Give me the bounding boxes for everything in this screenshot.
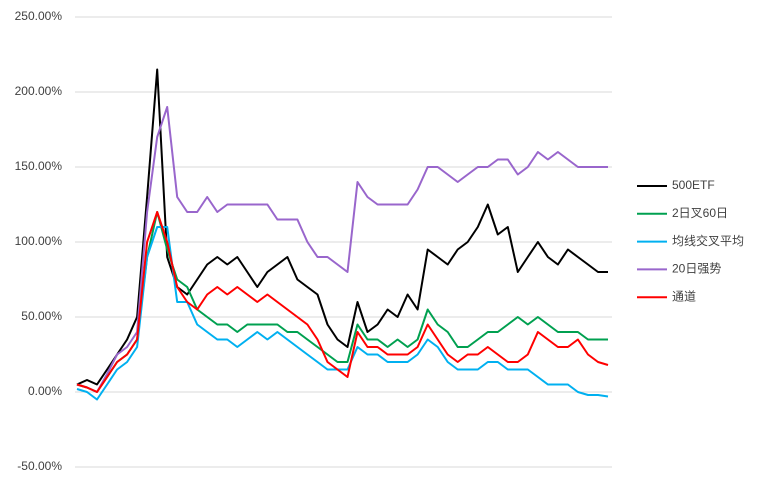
y-tick-label: 50.00% (21, 309, 62, 323)
series-line (76, 211, 609, 393)
series-line (76, 106, 608, 393)
legend-label: 20日强势 (672, 262, 721, 276)
y-tick-label: 0.00% (28, 384, 62, 398)
y-tick-label: 200.00% (15, 84, 63, 98)
y-tick-label: 150.00% (15, 159, 63, 173)
y-tick-label: 100.00% (15, 234, 63, 248)
legend-label: 2日叉60日 (672, 206, 728, 220)
series-line (76, 68, 608, 386)
series-line (76, 226, 609, 401)
legend-label: 均线交叉平均 (672, 233, 744, 248)
y-tick-label: -50.00% (17, 459, 62, 473)
legend-label: 500ETF (672, 178, 715, 192)
series-line (76, 211, 608, 393)
legend-label: 通道 (672, 289, 696, 303)
y-tick-label: 250.00% (15, 9, 63, 23)
